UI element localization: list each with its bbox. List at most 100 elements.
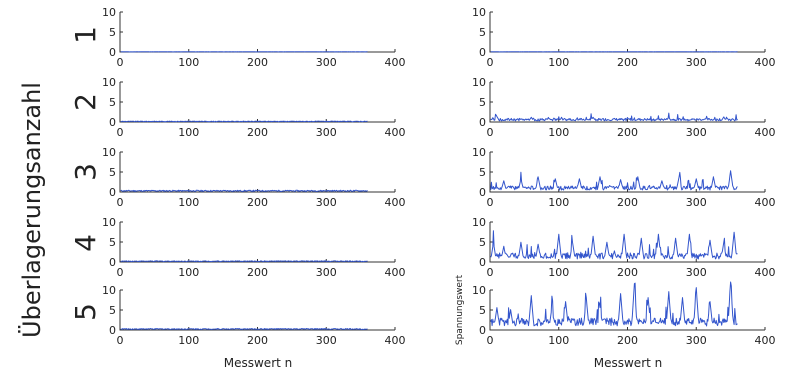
y-tick-label-c2-r5-2: 10 [472, 284, 486, 297]
x-tick-label-c2-r2-1: 100 [548, 126, 569, 139]
x-tick-label-c1-r3-1: 100 [178, 196, 199, 209]
y-axis-title-voltage: Spannungswert [455, 274, 465, 345]
y-tick-label-c1-r5-2: 10 [102, 284, 116, 297]
y-tick-label-c2-r4-0: 0 [479, 256, 486, 269]
y-tick-label-c1-r2-1: 5 [109, 96, 116, 109]
x-tick-label-c1-r5-4: 400 [385, 334, 406, 347]
x-tick-label-c1-r4-3: 300 [316, 266, 337, 279]
x-tick-label-c1-r3-4: 400 [385, 196, 406, 209]
x-tick-label-c1-r3-0: 0 [117, 196, 124, 209]
x-tick-label-c2-r4-0: 0 [487, 266, 494, 279]
y-tick-label-c1-r2-2: 10 [102, 76, 116, 89]
axis-frame-c2-r2 [489, 82, 765, 123]
x-tick-label-c1-r1-1: 100 [178, 56, 199, 69]
x-tick-label-c2-r1-1: 100 [548, 56, 569, 69]
series-line-c2-r2 [490, 112, 738, 122]
y-tick-label-c1-r4-1: 5 [109, 236, 116, 249]
y-tick-label-c2-r2-2: 10 [472, 76, 486, 89]
series-line-c1-r5 [120, 328, 368, 330]
series-line-c2-r3 [490, 170, 738, 191]
y-tick-label-c1-r5-0: 0 [109, 324, 116, 337]
x-tick-label-c1-r4-0: 0 [117, 266, 124, 279]
x-tick-label-c2-r1-2: 200 [617, 56, 638, 69]
row-label-5: 5 [69, 303, 102, 321]
y-axis-title: Überlagerungsanzahl [17, 82, 46, 338]
x-tick-label-c2-r5-0: 0 [487, 334, 494, 347]
x-tick-label-c2-r2-2: 200 [617, 126, 638, 139]
axis-frame-c1-r4 [119, 222, 395, 263]
x-tick-label-c2-r5-1: 100 [548, 334, 569, 347]
x-tick-label-c2-r5-4: 400 [755, 334, 776, 347]
x-tick-label-c2-r4-4: 400 [755, 266, 776, 279]
x-tick-label-c2-r2-4: 400 [755, 126, 776, 139]
axis-frame-c1-r3 [119, 152, 395, 193]
y-tick-label-c2-r3-0: 0 [479, 186, 486, 199]
x-tick-label-c1-r1-0: 0 [117, 56, 124, 69]
y-tick-label-c1-r3-2: 10 [102, 146, 116, 159]
x-tick-label-c1-r4-1: 100 [178, 266, 199, 279]
y-tick-label-c2-r1-1: 5 [479, 26, 486, 39]
y-tick-label-c2-r3-2: 10 [472, 146, 486, 159]
x-tick-label-c1-r5-1: 100 [178, 334, 199, 347]
x-tick-label-c2-r3-3: 300 [686, 196, 707, 209]
x-tick-label-c1-r1-4: 400 [385, 56, 406, 69]
x-tick-label-c2-r3-4: 400 [755, 196, 776, 209]
x-tick-label-c2-r4-1: 100 [548, 266, 569, 279]
x-tick-label-c2-r5-2: 200 [617, 334, 638, 347]
y-tick-label-c2-r5-0: 0 [479, 324, 486, 337]
x-tick-label-c1-r2-3: 300 [316, 126, 337, 139]
y-tick-label-c2-r5-1: 5 [479, 304, 486, 317]
y-tick-label-c2-r2-0: 0 [479, 116, 486, 129]
x-tick-label-c1-r4-4: 400 [385, 266, 406, 279]
axis-frame-c1-r1 [119, 12, 395, 53]
y-tick-label-c2-r4-2: 10 [472, 216, 486, 229]
x-tick-label-c1-r2-2: 200 [247, 126, 268, 139]
x-tick-label-c1-r5-3: 300 [316, 334, 337, 347]
y-tick-label-c1-r3-0: 0 [109, 186, 116, 199]
axis-frame-c1-r5 [119, 290, 395, 331]
x-tick-label-c1-r2-1: 100 [178, 126, 199, 139]
y-tick-label-c1-r5-1: 5 [109, 304, 116, 317]
y-tick-label-c2-r2-1: 5 [479, 96, 486, 109]
x-tick-label-c1-r4-2: 200 [247, 266, 268, 279]
row-label-3: 3 [69, 163, 102, 181]
y-tick-label-c1-r3-1: 5 [109, 166, 116, 179]
x-tick-label-c2-r4-3: 300 [686, 266, 707, 279]
x-tick-label-c1-r3-2: 200 [247, 196, 268, 209]
y-tick-label-c1-r2-0: 0 [109, 116, 116, 129]
x-tick-label-c1-r5-2: 200 [247, 334, 268, 347]
x-tick-label-c2-r3-2: 200 [617, 196, 638, 209]
y-tick-label-c2-r1-0: 0 [479, 46, 486, 59]
x-tick-label-c2-r1-3: 300 [686, 56, 707, 69]
x-axis-title-right: Messwert n [594, 356, 663, 370]
x-tick-label-c1-r1-2: 200 [247, 56, 268, 69]
x-tick-label-c2-r1-4: 400 [755, 56, 776, 69]
y-tick-label-c1-r4-2: 10 [102, 216, 116, 229]
y-tick-label-c1-r1-2: 10 [102, 6, 116, 19]
x-tick-label-c1-r2-4: 400 [385, 126, 406, 139]
series-line-c2-r5 [490, 281, 738, 327]
series-line-c1-r4 [120, 260, 368, 263]
x-tick-label-c2-r1-0: 0 [487, 56, 494, 69]
y-tick-label-c2-r1-2: 10 [472, 6, 486, 19]
y-tick-label-c1-r1-0: 0 [109, 46, 116, 59]
x-tick-label-c1-r3-3: 300 [316, 196, 337, 209]
row-label-1: 1 [69, 26, 102, 44]
y-tick-label-c2-r3-1: 5 [479, 166, 486, 179]
axis-frame-c1-r2 [119, 82, 395, 123]
series-line-c2-r4 [490, 230, 738, 260]
x-tick-label-c2-r3-1: 100 [548, 196, 569, 209]
series-line-c1-r2 [120, 120, 368, 123]
x-tick-label-c2-r2-0: 0 [487, 126, 494, 139]
row-label-4: 4 [69, 234, 102, 252]
y-tick-label-c1-r4-0: 0 [109, 256, 116, 269]
x-tick-label-c2-r2-3: 300 [686, 126, 707, 139]
x-tick-label-c1-r5-0: 0 [117, 334, 124, 347]
y-tick-label-c1-r1-1: 5 [109, 26, 116, 39]
x-tick-label-c2-r3-0: 0 [487, 196, 494, 209]
axis-frame-c2-r1 [489, 12, 765, 53]
row-label-2: 2 [69, 93, 102, 111]
y-tick-label-c2-r4-1: 5 [479, 236, 486, 249]
